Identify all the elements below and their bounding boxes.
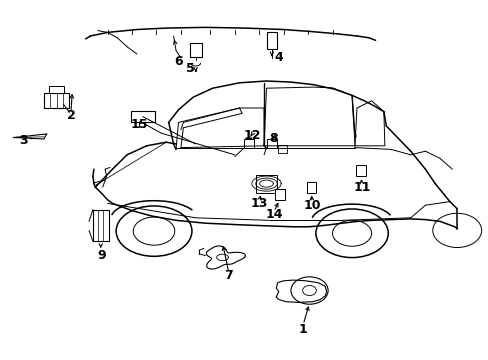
FancyBboxPatch shape	[274, 189, 284, 200]
FancyBboxPatch shape	[49, 86, 63, 93]
FancyBboxPatch shape	[131, 111, 154, 122]
Text: 4: 4	[274, 51, 283, 64]
FancyBboxPatch shape	[189, 43, 202, 57]
FancyBboxPatch shape	[266, 32, 277, 49]
Text: 9: 9	[97, 249, 106, 262]
FancyBboxPatch shape	[277, 145, 286, 153]
Text: 12: 12	[243, 129, 261, 141]
Text: 3: 3	[19, 134, 28, 147]
FancyBboxPatch shape	[93, 210, 108, 241]
Text: 2: 2	[66, 109, 75, 122]
FancyBboxPatch shape	[306, 182, 315, 193]
Text: 8: 8	[269, 132, 278, 145]
FancyBboxPatch shape	[266, 139, 277, 148]
Text: 10: 10	[303, 199, 320, 212]
Text: 7: 7	[224, 269, 233, 282]
Text: 1: 1	[298, 323, 307, 336]
Text: 11: 11	[352, 181, 370, 194]
Text: 14: 14	[264, 208, 282, 221]
FancyBboxPatch shape	[243, 139, 254, 148]
Text: 15: 15	[130, 118, 148, 131]
Text: 5: 5	[186, 62, 195, 75]
Text: 13: 13	[250, 197, 267, 210]
FancyBboxPatch shape	[44, 93, 69, 108]
FancyBboxPatch shape	[355, 165, 365, 176]
Text: 6: 6	[174, 55, 183, 68]
